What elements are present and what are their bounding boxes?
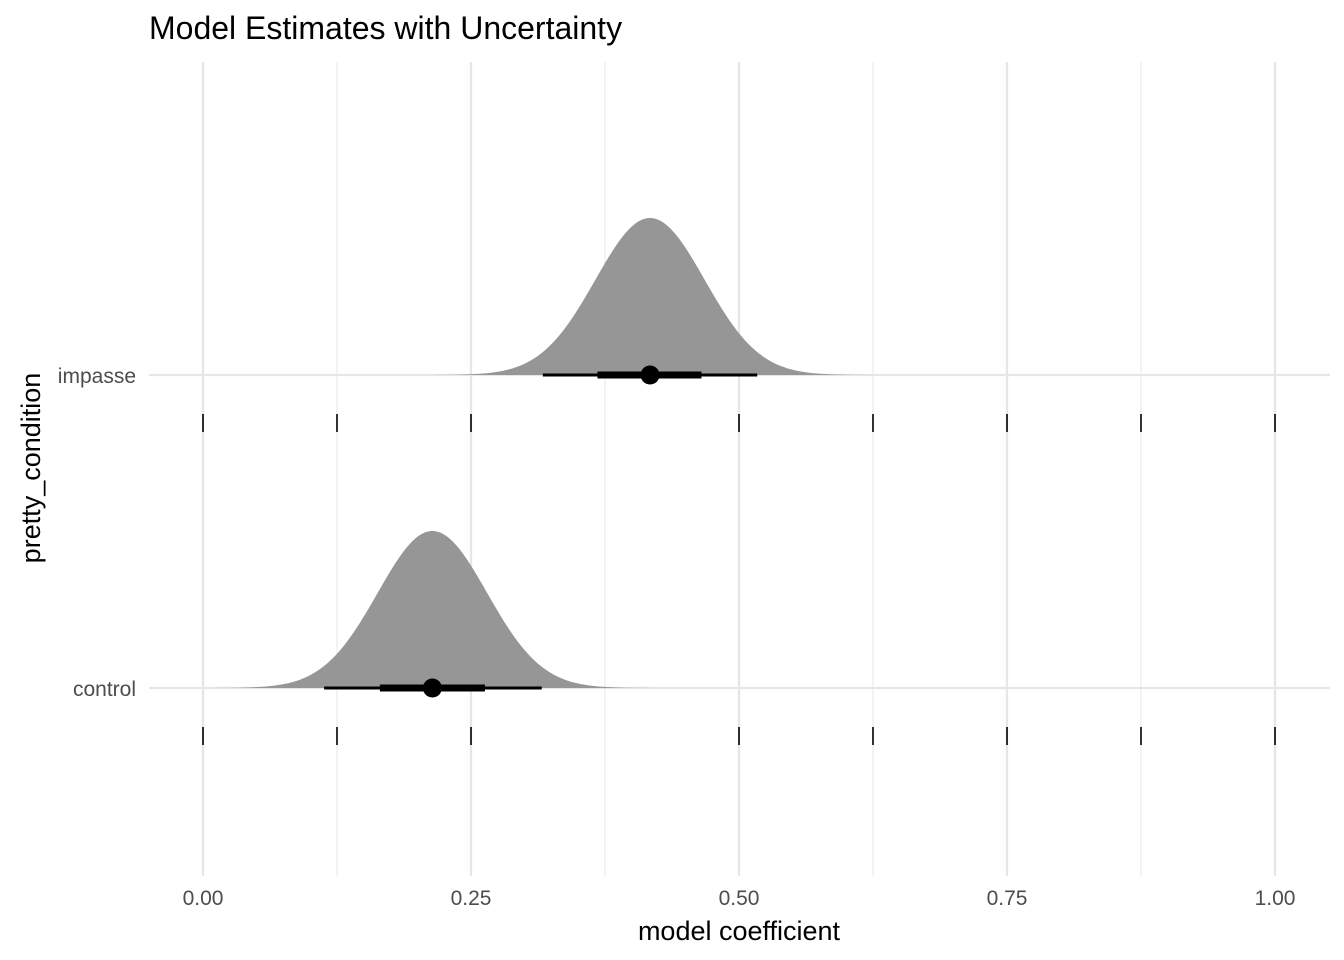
point-estimate-impasse bbox=[640, 365, 660, 385]
y-axis-title: pretty_condition bbox=[16, 373, 46, 564]
x-tick-label: 0.00 bbox=[183, 887, 224, 910]
density-control bbox=[203, 531, 679, 688]
x-tick-label: 0.50 bbox=[719, 887, 760, 910]
chart-title: Model Estimates with Uncertainty bbox=[149, 10, 622, 46]
grid-lines bbox=[149, 62, 1330, 876]
rug-ticks bbox=[202, 414, 1276, 745]
x-axis-tick-labels: 0.00 0.25 0.50 0.75 1.00 bbox=[183, 887, 1296, 910]
x-tick-label: 0.25 bbox=[451, 887, 492, 910]
interval-layer bbox=[324, 365, 758, 698]
y-axis-tick-labels: impasse control bbox=[58, 365, 136, 701]
x-axis-title: model coefficient bbox=[638, 916, 841, 946]
x-tick-label: 1.00 bbox=[1255, 887, 1296, 910]
x-tick-label: 0.75 bbox=[987, 887, 1028, 910]
point-estimate-control bbox=[422, 678, 442, 698]
y-tick-label: impasse bbox=[58, 365, 136, 388]
y-tick-label: control bbox=[73, 678, 136, 701]
density-impasse bbox=[404, 218, 897, 375]
density-layer bbox=[203, 218, 897, 688]
